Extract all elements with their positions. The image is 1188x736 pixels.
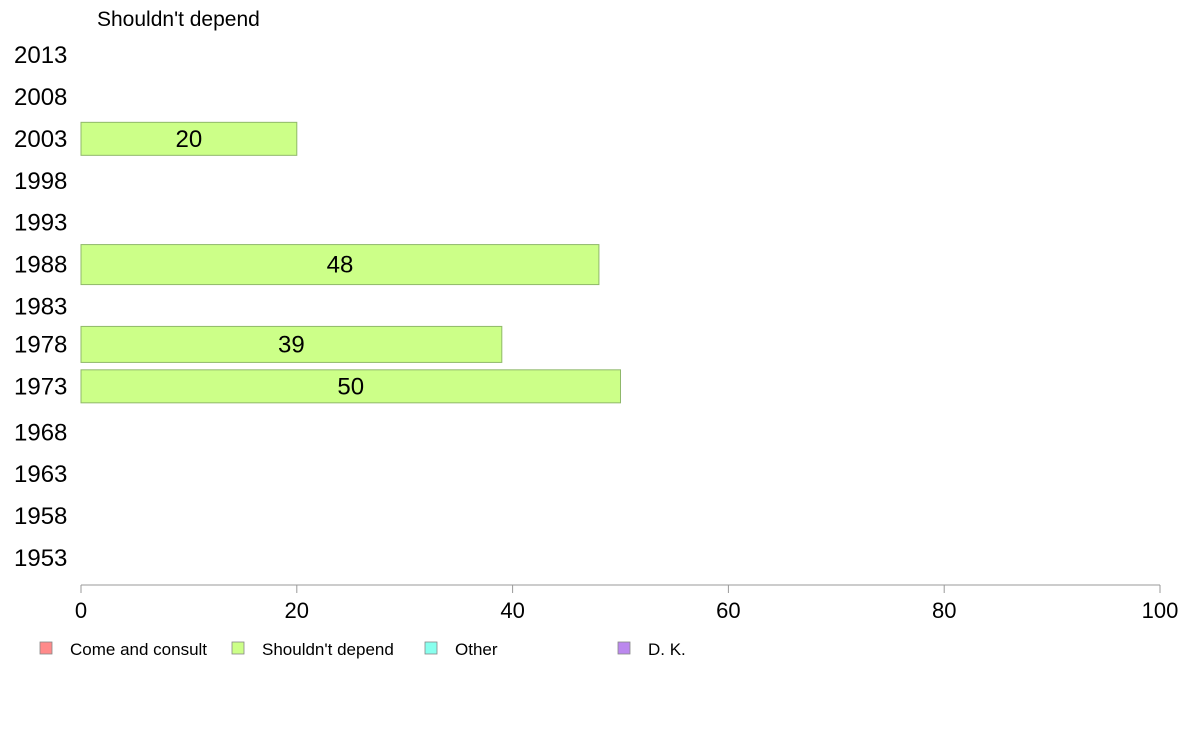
legend: Come and consult Shouldn't depend Other D. … — [39, 640, 686, 659]
legend-swatch-shouldn-t-depend — [231, 641, 245, 655]
year-label-1983: 1983 — [14, 294, 67, 321]
bar-value-label-2003: 20 — [176, 126, 203, 153]
x-tick-label-20: 20 — [285, 598, 309, 623]
year-label-2013: 2013 — [14, 42, 67, 69]
legend-label-come-and-consult: Come and consult — [70, 640, 207, 659]
year-labels-group: 2013 2008 2003 1998 1993 1988 1983 1978 1973 1968… — [14, 42, 67, 572]
bar-value-label-1988: 48 — [327, 252, 354, 279]
legend-label-shouldn-t-depend: Shouldn't depend — [262, 640, 394, 659]
x-tick-label-100: 100 — [1142, 598, 1179, 623]
legend-label-d-k: D. K. — [648, 640, 686, 659]
year-label-1958: 1958 — [14, 503, 67, 530]
year-label-1988: 1988 — [14, 252, 67, 279]
bars-group: 20 48 39 50 — [80, 121, 621, 404]
year-label-1968: 1968 — [14, 419, 67, 446]
legend-swatch-d-k — [617, 641, 631, 655]
x-tick-label-80: 80 — [932, 598, 956, 623]
legend-swatch-come-and-consult — [39, 641, 53, 655]
bar-value-label-1978: 39 — [278, 331, 305, 358]
panel-title: Shouldn't depend — [97, 8, 260, 31]
legend-swatch-other — [424, 641, 438, 655]
bar-value-label-1973: 50 — [337, 373, 364, 400]
year-label-1953: 1953 — [14, 545, 67, 572]
legend-label-other: Other — [455, 640, 498, 659]
x-tick-label-60: 60 — [716, 598, 740, 623]
year-label-1978: 1978 — [14, 331, 67, 358]
bar-1988 — [80, 244, 600, 286]
x-tick-label-40: 40 — [500, 598, 524, 623]
x-tick-label-0: 0 — [75, 598, 87, 623]
year-label-2008: 2008 — [14, 84, 67, 111]
bar-1973 — [80, 369, 621, 404]
year-label-1963: 1963 — [14, 461, 67, 488]
x-axis: 0 20 40 60 80 100 — [75, 584, 1179, 623]
year-label-1973: 1973 — [14, 373, 67, 400]
year-label-1998: 1998 — [14, 168, 67, 195]
year-label-1993: 1993 — [14, 210, 67, 237]
year-label-2003: 2003 — [14, 126, 67, 153]
bar-2003 — [80, 121, 298, 156]
bar-1978 — [80, 325, 503, 363]
